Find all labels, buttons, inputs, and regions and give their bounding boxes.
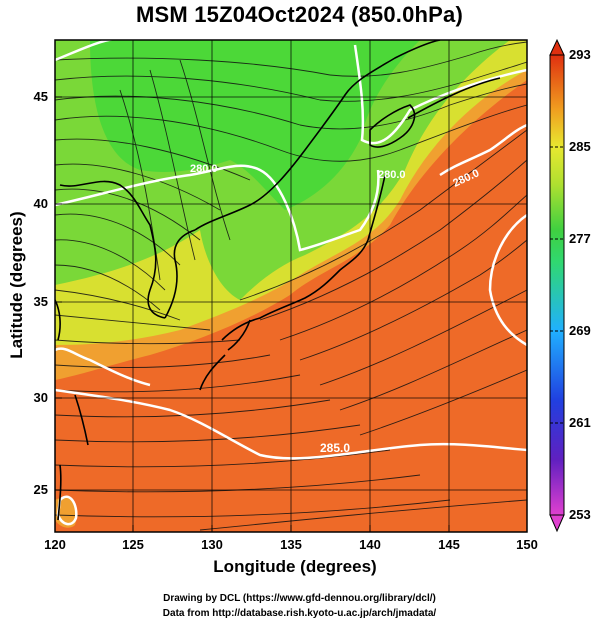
colorbar-label: 261 xyxy=(569,415,591,430)
colorbar-label: 277 xyxy=(569,231,591,246)
colorbar-label: 293 xyxy=(569,47,591,62)
axis-ticks xyxy=(54,96,528,532)
y-tick-labels: 25 30 35 40 45 xyxy=(34,89,48,497)
credit-data: Data from http://database.rish.kyoto-u.a… xyxy=(162,608,437,619)
y-axis-label: Latitude (degrees) xyxy=(7,211,26,359)
colorbar: 293 285 277 269 261 253 xyxy=(549,38,591,533)
colorbar-label: 253 xyxy=(569,507,591,522)
graticule xyxy=(55,40,527,532)
x-tick-label: 145 xyxy=(438,537,460,552)
x-tick-label: 135 xyxy=(280,537,302,552)
isotherm-contours xyxy=(55,40,527,526)
colorbar-max-arrow xyxy=(549,38,565,56)
x-tick-label: 140 xyxy=(359,537,381,552)
colorbar-label: 285 xyxy=(569,139,591,154)
contour-label: 280.0 xyxy=(378,169,406,181)
x-tick-labels: 120 125 130 135 140 145 150 xyxy=(44,537,538,552)
contour-label: 280.0 xyxy=(190,163,218,175)
x-tick-label: 120 xyxy=(44,537,66,552)
y-tick-label: 30 xyxy=(34,390,48,405)
y-tick-label: 40 xyxy=(34,196,48,211)
contour-label: 285.0 xyxy=(320,441,350,455)
x-tick-label: 150 xyxy=(516,537,538,552)
y-tick-label: 45 xyxy=(34,89,48,104)
colorbar-min-arrow xyxy=(549,514,565,533)
x-axis-label: Longitude (degrees) xyxy=(213,557,377,576)
x-tick-label: 125 xyxy=(122,537,144,552)
y-tick-label: 35 xyxy=(34,294,48,309)
y-tick-label: 25 xyxy=(34,482,48,497)
temperature-field xyxy=(55,40,527,532)
credit-drawing: Drawing by DCL (https://www.gfd-dennou.o… xyxy=(163,593,436,604)
colorbar-scale xyxy=(549,54,565,516)
x-tick-label: 130 xyxy=(201,537,223,552)
colorbar-label: 269 xyxy=(569,323,591,338)
map-title: MSM 15Z04Oct2024 (850.0hPa) xyxy=(136,2,463,27)
